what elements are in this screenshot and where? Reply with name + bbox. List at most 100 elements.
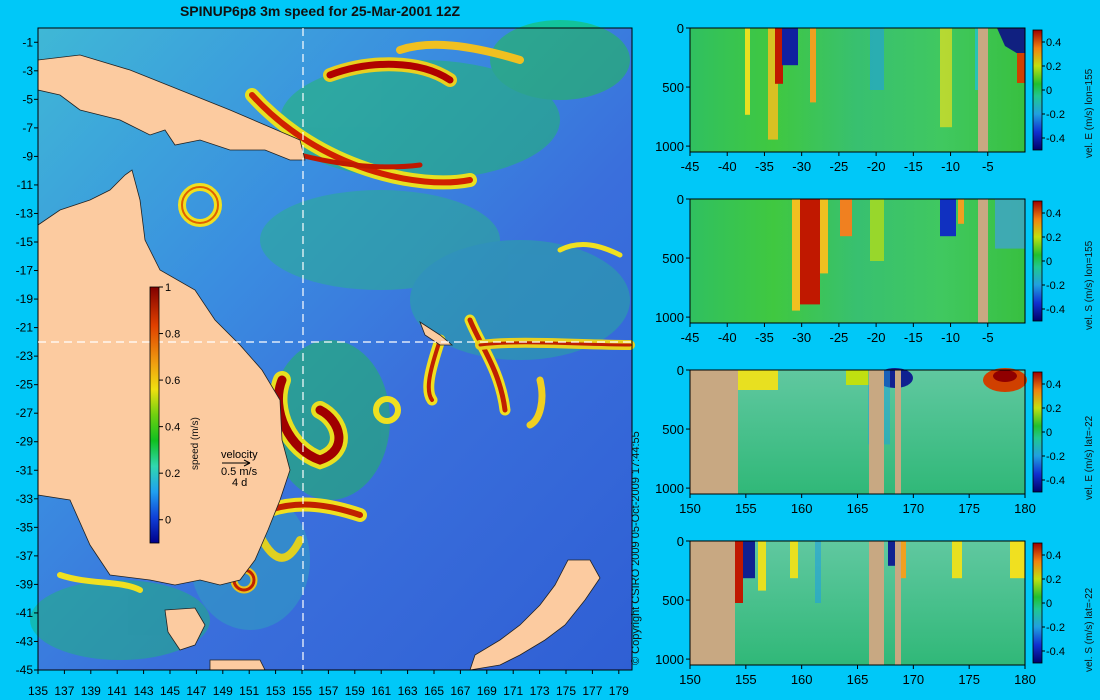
speed-colorbar-ticks: 1 0.8 0.6 0.4 0.2 0 — [159, 282, 180, 527]
lon-tick-label: 169 — [477, 684, 497, 698]
lat-tick-label: -15 — [16, 235, 34, 249]
section-x-tick-label: 150 — [679, 501, 701, 516]
section-x-tick-label: -15 — [904, 330, 923, 345]
section-x-tick-label: -20 — [867, 159, 886, 174]
velocity-cb-tick-label: -0.2 — [1046, 451, 1065, 463]
section-x-tick-label: -15 — [904, 159, 923, 174]
lon-tick-label: 145 — [160, 684, 180, 698]
lon-tick-label: 139 — [81, 684, 101, 698]
land-mask — [869, 370, 884, 494]
section-x-tick-label: -5 — [982, 330, 994, 345]
velocity-cb-tick-label: 0.4 — [1046, 208, 1061, 220]
velocity-cb-tick-label: 0 — [1046, 427, 1052, 439]
new-guinea — [37, 54, 306, 161]
lat-tick-label: -21 — [16, 321, 34, 335]
section-x-tick-label: 160 — [791, 501, 813, 516]
land-mask — [690, 370, 738, 494]
land-mask — [690, 541, 735, 665]
velocity-legend: velocity 0.5 m/s 4 d — [221, 450, 258, 489]
lat-tick-label: -7 — [22, 121, 33, 135]
section-x-tick-label: -5 — [982, 159, 994, 174]
depth-tick-label: 1000 — [655, 481, 684, 496]
velocity-cb-tick-label: -0.4 — [1046, 304, 1065, 316]
lat-tick-label: -13 — [16, 206, 34, 220]
lon-tick-label: 177 — [582, 684, 602, 698]
panel-4-label: vel. S (m/s) lat=-22 — [1084, 587, 1095, 672]
speed-colorbar — [149, 286, 160, 544]
section-x-tick-label: 165 — [847, 672, 869, 687]
velocity-cb-tick-label: 0.4 — [1046, 37, 1061, 49]
lon-tick-label: 163 — [398, 684, 418, 698]
lat-tick-label: -23 — [16, 349, 34, 363]
lat-tick-label: -39 — [16, 577, 34, 591]
speed-cb-tick-label: 0.6 — [165, 375, 180, 387]
section-field — [690, 370, 1025, 494]
lon-tick-label: 159 — [345, 684, 365, 698]
lat-axis: -1 -3 -5 -7 -9 -11 -13 -15 -17 -19 -21 -23 -25 -27 -29… — [16, 35, 38, 677]
lon-tick-label: 165 — [424, 684, 444, 698]
section-x-tick-label: -25 — [829, 159, 848, 174]
australia — [37, 169, 291, 586]
lon-tick-label: 135 — [28, 684, 48, 698]
land-mask — [895, 541, 901, 665]
velocity-legend-title: velocity — [221, 449, 258, 461]
section-x-tick-label: 155 — [735, 501, 757, 516]
section-x-tick-label: -30 — [792, 330, 811, 345]
depth-tick-label: 1000 — [655, 139, 684, 154]
section-frame — [689, 198, 1026, 324]
lat-tick-label: -25 — [16, 378, 34, 392]
speed-cb-tick-label: 1 — [165, 282, 171, 294]
new-caledonia — [419, 320, 454, 346]
section-x-tick-label: -35 — [755, 330, 774, 345]
new-zealand — [469, 559, 601, 671]
lon-tick-label: 151 — [239, 684, 259, 698]
speed-cb-tick-label: 0.8 — [165, 329, 180, 341]
velocity-cb-tick-label: -0.4 — [1046, 133, 1065, 145]
lon-tick-label: 171 — [503, 684, 523, 698]
panel-1-label: vel. E (m/s) lon=155 — [1084, 68, 1095, 158]
lat-tick-label: -43 — [16, 634, 34, 648]
section-panel-2: 0 500 1000 -45 -40 -35 -30 -25 -20 -15 -10 -5 0.4 0.2… — [655, 192, 1065, 345]
speed-cb-tick-label: 0 — [165, 515, 171, 527]
velocity-cb-tick-label: 0 — [1046, 85, 1052, 97]
section-x-tick-label: -45 — [681, 159, 700, 174]
section-x-tick-label: 170 — [902, 672, 924, 687]
section-x-tick-label: -35 — [755, 159, 774, 174]
lat-tick-label: -35 — [16, 520, 34, 534]
ocean-texture — [30, 20, 630, 660]
depth-tick-label: 500 — [662, 422, 684, 437]
depth-tick-label: 500 — [662, 593, 684, 608]
velocity-arrowhead — [243, 459, 251, 467]
lon-tick-label: 149 — [213, 684, 233, 698]
lon-tick-label: 153 — [266, 684, 286, 698]
section-x-tick-label: -40 — [718, 330, 737, 345]
speed-map: 135 137 139 141 143 145 147 149 151 153 155 157 159 1… — [16, 20, 635, 698]
section-x-tick-label: 175 — [958, 672, 980, 687]
section-x-tick-label: 165 — [847, 501, 869, 516]
velocity-cb-tick-label: 0.2 — [1046, 232, 1061, 244]
lon-tick-label: 155 — [292, 684, 312, 698]
land-mask — [895, 370, 901, 494]
section-panels: 0 500 1000 -45 -40 -35 -30 -25 -20 -15 -10 -5 0.4 0.2… — [655, 21, 1065, 687]
lat-tick-label: -5 — [22, 92, 33, 106]
speed-cb-tick-label: 0.2 — [165, 468, 180, 480]
velocity-colorbar — [1032, 200, 1043, 322]
section-panel-3: 0 500 1000 150 155 160 165 170 175 180 0.4 0.2 0 -0.2… — [655, 363, 1065, 516]
velocity-cb-tick-label: -0.2 — [1046, 280, 1065, 292]
section-x-tick-label: -10 — [941, 159, 960, 174]
velocity-cb-tick-label: 0 — [1046, 598, 1052, 610]
section-x-tick-label: -20 — [867, 330, 886, 345]
land-mask — [869, 541, 884, 665]
section-x-tick-label: -10 — [941, 330, 960, 345]
velocity-cb-tick-label: -0.2 — [1046, 109, 1065, 121]
speed-cb-tick-label: 0.4 — [165, 422, 180, 434]
velocity-legend-scale: 0.5 m/s — [221, 466, 258, 478]
land-mask — [978, 28, 988, 152]
velocity-cb-tick-label: -0.4 — [1046, 646, 1065, 658]
lat-tick-label: -29 — [16, 435, 34, 449]
lat-tick-label: -3 — [22, 64, 33, 78]
lat-tick-label: -45 — [16, 663, 34, 677]
velocity-legend-interval: 4 d — [232, 477, 248, 489]
lat-tick-label: -1 — [22, 35, 33, 49]
panel-2-label: vel. S (m/s) lon=155 — [1084, 240, 1095, 330]
